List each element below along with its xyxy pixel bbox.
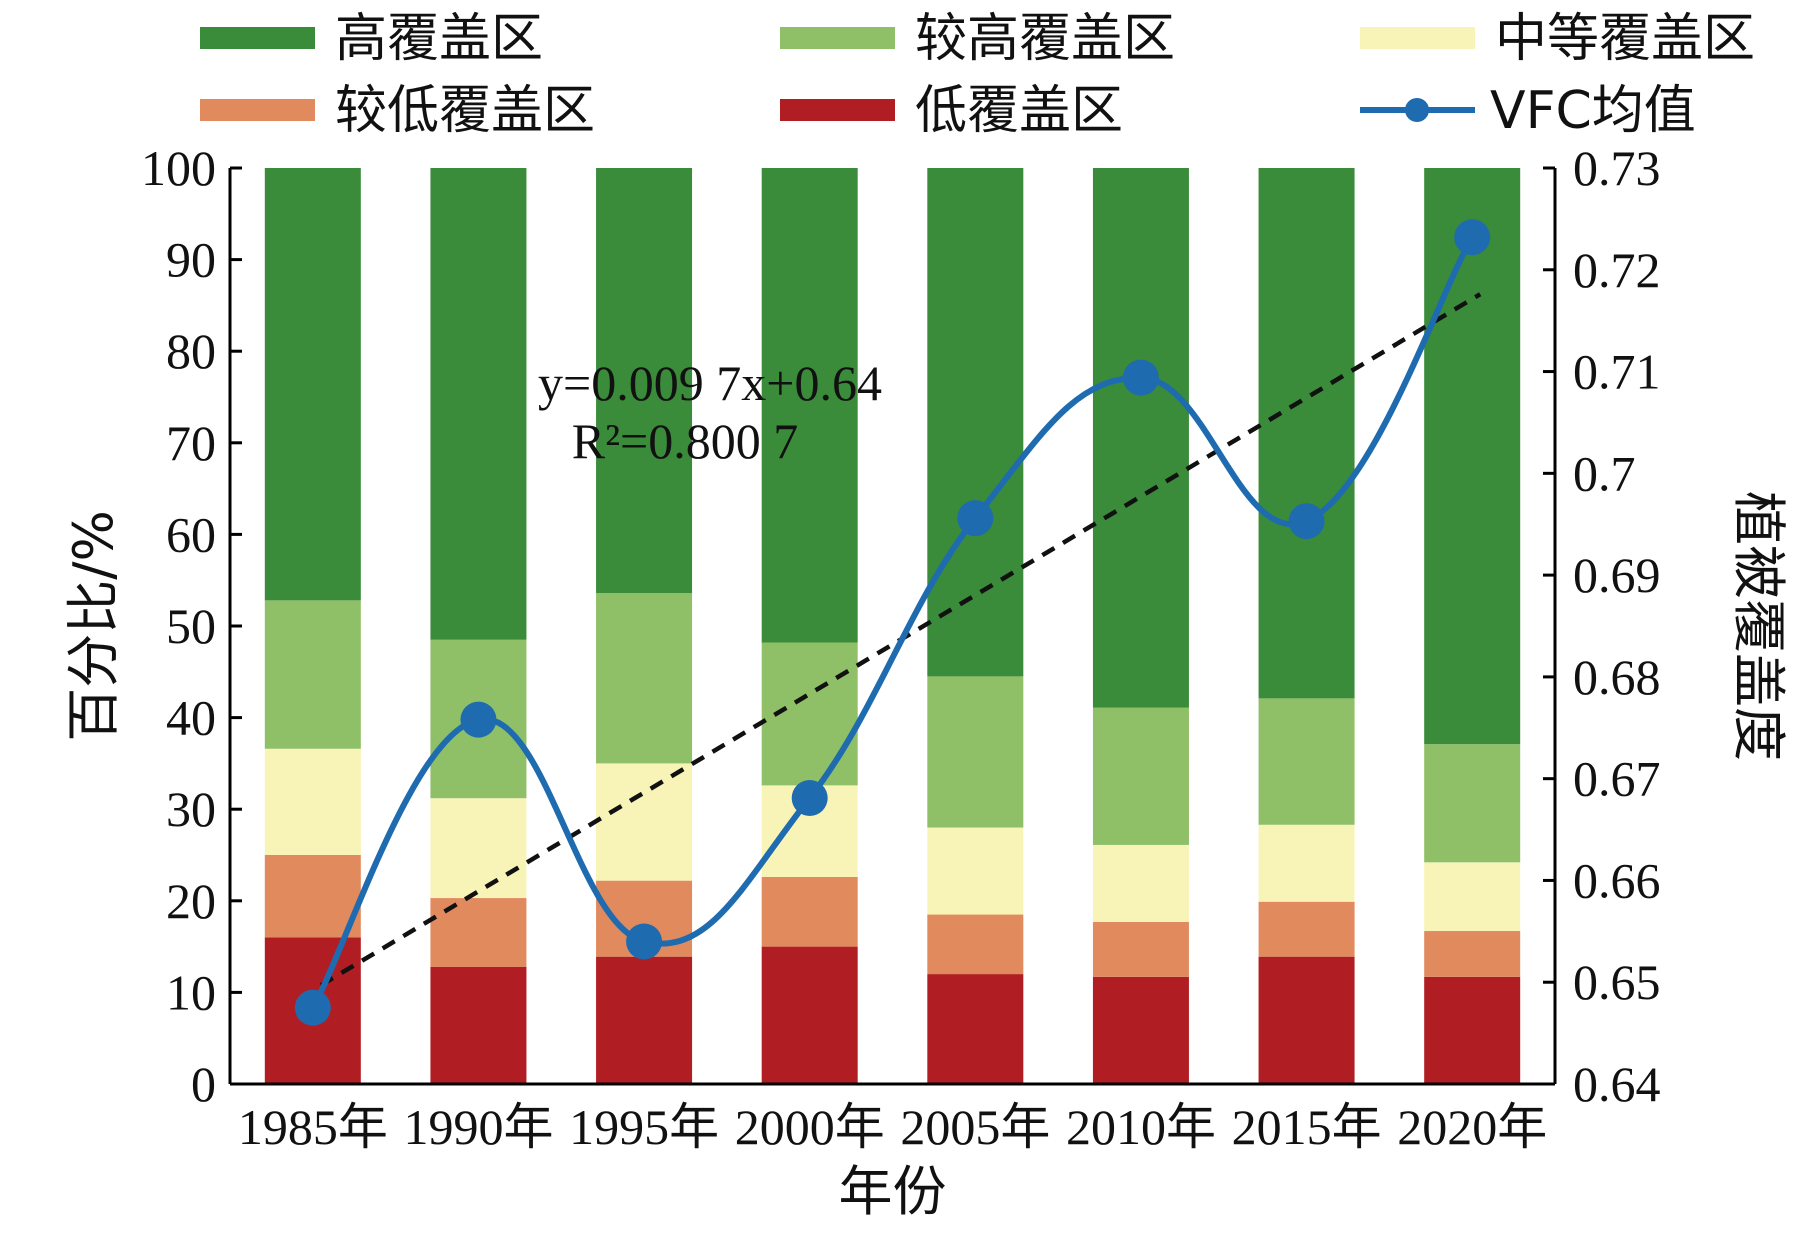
bar-segment xyxy=(1092,976,1189,1084)
bar-segment xyxy=(1424,976,1521,1084)
bar-segment xyxy=(1424,862,1521,932)
y2-axis-title: 植被覆盖度 xyxy=(1727,491,1790,761)
y2-tick-label: 0.69 xyxy=(1573,547,1661,603)
y2-tick-label: 0.73 xyxy=(1573,140,1661,196)
y2-tick-label: 0.64 xyxy=(1573,1056,1661,1112)
bar-segment xyxy=(1424,168,1521,745)
y-axis-title: 百分比/% xyxy=(62,510,125,742)
legend-swatch-marker xyxy=(1405,98,1429,122)
bar-segment xyxy=(761,946,858,1084)
bar-segment xyxy=(1092,168,1189,708)
x-tick-label: 1995年 xyxy=(569,1099,719,1155)
y-tick-label: 80 xyxy=(166,323,216,379)
legend-swatch xyxy=(200,99,315,121)
x-axis-title: 年份 xyxy=(839,1160,947,1223)
vfc-point xyxy=(1454,219,1491,256)
y2-tick-label: 0.66 xyxy=(1573,852,1661,908)
bar-segment xyxy=(1424,744,1521,863)
x-tick-label: 2020年 xyxy=(1397,1099,1547,1155)
bar-segment xyxy=(1258,698,1355,825)
bar-segment xyxy=(1258,168,1355,699)
legend-label: VFC均值 xyxy=(1490,81,1696,141)
bar-segment xyxy=(596,168,693,594)
bar-segment xyxy=(264,855,361,938)
stacked-bars xyxy=(264,168,1521,1084)
vfc-point xyxy=(1288,503,1325,540)
bar-segment xyxy=(430,798,527,899)
legend-swatch xyxy=(780,27,895,49)
x-tick-label: 1990年 xyxy=(403,1099,553,1155)
bar-segment xyxy=(1258,956,1355,1084)
bar-segment xyxy=(264,168,361,601)
bar-segment xyxy=(761,876,858,947)
y2-tick-label: 0.68 xyxy=(1573,649,1661,705)
bar-segment xyxy=(927,827,1024,915)
y2-tick-label: 0.71 xyxy=(1573,344,1661,400)
x-tick-label: 2010年 xyxy=(1066,1099,1216,1155)
y-tick-label: 90 xyxy=(166,232,216,288)
bar-segment xyxy=(430,966,527,1084)
y2-tick-label: 0.7 xyxy=(1573,445,1636,501)
legend-label: 较高覆盖区 xyxy=(915,9,1175,69)
vfc-line-series xyxy=(294,219,1491,1026)
bar-segment xyxy=(927,676,1024,828)
y2-tick-label: 0.65 xyxy=(1573,954,1661,1010)
bar-segment xyxy=(264,600,361,749)
bar-segment xyxy=(1092,707,1189,845)
legend-label: 低覆盖区 xyxy=(915,81,1123,141)
legend-label: 中等覆盖区 xyxy=(1495,9,1755,69)
bar-segment xyxy=(761,168,858,643)
legend-swatch xyxy=(200,27,315,49)
vfc-point xyxy=(957,500,994,537)
vfc-point xyxy=(1122,359,1159,396)
x-tick-label: 2015年 xyxy=(1232,1099,1382,1155)
trend-equation: y=0.009 7x+0.64 xyxy=(538,355,882,411)
y2-tick-label: 0.67 xyxy=(1573,751,1661,807)
bar-segment xyxy=(1092,844,1189,922)
legend-swatch xyxy=(780,99,895,121)
y-tick-label: 30 xyxy=(166,781,216,837)
y-tick-label: 60 xyxy=(166,506,216,562)
bar-segment xyxy=(430,898,527,967)
legend-swatch xyxy=(1360,27,1475,49)
y-tick-label: 50 xyxy=(166,598,216,654)
vfc-point xyxy=(460,701,497,738)
y-tick-label: 10 xyxy=(166,964,216,1020)
bar-segment xyxy=(430,168,527,640)
bar-segment xyxy=(596,956,693,1084)
legend-label: 较低覆盖区 xyxy=(335,81,595,141)
y-tick-label: 20 xyxy=(166,873,216,929)
bar-segment xyxy=(1424,931,1521,977)
y2-tick-label: 0.72 xyxy=(1573,242,1661,298)
y-tick-label: 0 xyxy=(191,1056,216,1112)
vfc-point xyxy=(294,989,331,1026)
vfc-point xyxy=(791,780,828,817)
bar-segment xyxy=(1092,921,1189,977)
vfc-point xyxy=(626,923,663,960)
bar-segment xyxy=(596,593,693,764)
legend-label: 高覆盖区 xyxy=(335,9,543,69)
axes: 0 10 20 30 40 50 60 70 80 90 100 0.64 0.65 0.66 0.67 0.… xyxy=(62,140,1790,1223)
y-tick-label: 70 xyxy=(166,415,216,471)
y-tick-label: 40 xyxy=(166,690,216,746)
x-tick-label: 2005年 xyxy=(900,1099,1050,1155)
bar-segment xyxy=(927,914,1024,975)
y-tick-label: 100 xyxy=(141,140,216,196)
bar-segment xyxy=(264,748,361,855)
bar-segment xyxy=(1258,824,1355,902)
x-tick-label: 1985年 xyxy=(238,1099,388,1155)
trend-r-squared: R²=0.800 7 xyxy=(572,413,799,469)
bar-segment xyxy=(927,168,1024,677)
bar-segment xyxy=(596,763,693,881)
bar-segment xyxy=(927,974,1024,1084)
x-tick-label: 2000年 xyxy=(735,1099,885,1155)
bar-segment xyxy=(1258,901,1355,957)
